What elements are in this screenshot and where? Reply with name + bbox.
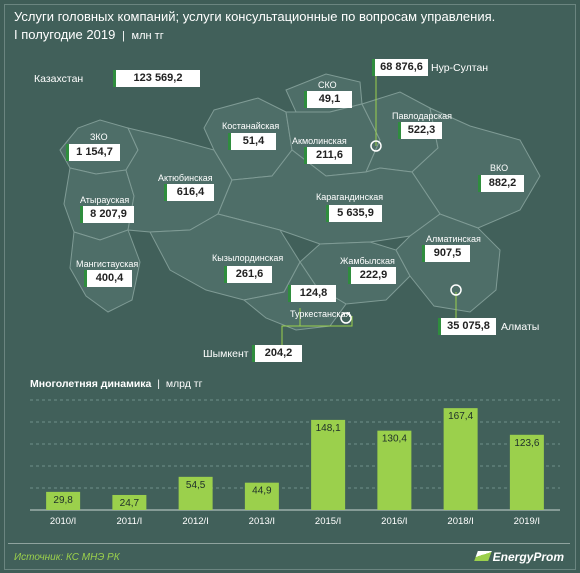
value-kyzylorda: 261,6 [224,266,272,283]
chart-category-label: 2015/I [315,516,341,527]
region-shape-karaganda [217,149,441,245]
label-kyzylorda: Кызылординская [212,253,284,263]
label-almaty-region: Алматинская [426,234,481,244]
page-title: Услуги головных компаний; услуги консуль… [14,8,554,45]
logo-text: EnergyProm [492,550,564,564]
chart-category-label: 2010/I [50,516,76,527]
region-shape-almaty-region [395,213,501,313]
value-atyrau: 8 207,9 [80,206,134,223]
chart-title: Многолетняя динамика | млрд тг [30,378,202,390]
title-period: I полугодие 2019 [14,27,116,42]
footer-divider [8,543,570,544]
chart-value-label: 167,4 [448,411,473,422]
chart-category-label: 2019/I [514,516,540,527]
label-akmola: Акмолинская [292,136,347,146]
label-mangistau: Мангистауская [76,259,139,269]
value-almaty-city: 35 075,8 [438,318,496,335]
value-kazakhstan: 123 569,2 [113,70,200,87]
chart-category-label: 2011/I [117,516,143,527]
chart-value-label: 29,8 [53,495,73,506]
value-zko: 1 154,7 [66,144,120,161]
chart-category-label: 2018/I [447,516,473,527]
value-kostanay: 51,4 [228,133,276,150]
label-zhambyl: Жамбылская [340,256,395,266]
value-akmola: 211,6 [304,147,352,164]
energyprom-logo: EnergyProm [473,550,564,564]
chart-bar-2016-I [377,430,412,510]
chart-value-label: 123,6 [514,438,539,449]
label-shymkent: Шымкент [203,348,249,360]
almaty-city-marker [450,284,462,296]
chart-bar-2019-I [509,434,544,510]
value-sko: 49,1 [304,91,352,108]
title-unit-separator: | [118,30,128,42]
value-mangistau: 400,4 [84,270,132,287]
chart-value-label: 24,7 [120,498,140,509]
value-almaty-region: 907,5 [422,245,470,262]
dynamics-bar-chart: 29,8 2010/I 24,7 2011/I 54,5 2012/I 44,9 2013/I… [30,399,560,527]
chart-bar-2012-I [178,476,213,510]
chart-value-label: 148,1 [316,423,341,434]
chart-value-label: 44,9 [252,486,272,497]
shymkent-city-marker [340,312,352,324]
value-nur-sultan: 68 876,6 [372,59,428,76]
title-unit: млн тг [131,30,164,42]
chart-title-text: Многолетняя динамика [30,378,152,390]
chart-bar-2013-I [244,482,279,510]
title-line-2: I полугодие 2019 | млн тг [14,26,554,45]
chart-title-unit: млрд тг [165,378,203,390]
chart-bar-2018-I [443,408,478,510]
label-kazakhstan: Казахстан [34,73,84,85]
label-zko: ЗКО [90,132,108,142]
label-turkestan: Туркестанская [290,309,351,319]
value-karaganda: 5 635,9 [326,205,382,222]
value-aktobe: 616,4 [164,184,214,201]
chart-bar-2010-I [46,491,81,510]
label-aktobe: Актюбинская [158,173,213,183]
value-shymkent: 204,2 [252,345,302,362]
source-note: Источник: КС МНЭ РК [14,552,120,563]
label-sko: СКО [318,80,337,90]
value-zhambyl: 222,9 [348,267,396,284]
value-turkestan: 124,8 [288,285,336,302]
label-vko: ВКО [490,163,509,173]
chart-category-label: 2013/I [249,516,275,527]
energyprom-logo-icon [473,551,492,561]
value-vko: 882,2 [478,175,524,192]
label-almaty-city: Алматы [501,321,540,333]
chart-title-separator: | [154,378,163,390]
region-shape-vko [411,107,541,229]
chart-value-label: 54,5 [186,480,206,491]
label-atyrau: Атырауская [80,195,130,205]
label-karaganda: Карагандинская [316,192,384,202]
label-pavlodar: Павлодарская [392,111,452,121]
chart-bar-2011-I [112,494,147,510]
label-kostanay: Костанайская [222,121,280,131]
leader-line-shymkent [281,316,353,346]
title-line-1: Услуги головных компаний; услуги консуль… [14,9,496,24]
chart-value-label: 130,4 [382,434,407,445]
chart-bar-2015-I [311,419,346,510]
label-nur-sultan: Нур-Султан [431,62,489,74]
chart-category-label: 2012/I [182,516,208,527]
nur-sultan-city-marker [370,140,382,152]
chart-category-label: 2016/I [381,516,407,527]
value-pavlodar: 522,3 [398,122,442,139]
